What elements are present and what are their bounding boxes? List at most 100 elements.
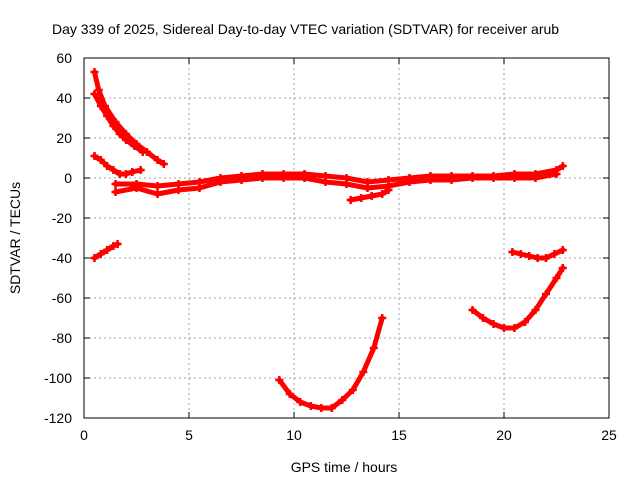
data-point	[216, 178, 225, 186]
data-point	[489, 174, 498, 182]
x-tick-label: 0	[80, 427, 88, 443]
data-point	[130, 142, 139, 150]
data-point	[468, 174, 477, 182]
series-line	[92, 69, 167, 167]
y-axis-title: SDTVAR / TECUs	[7, 182, 23, 294]
series-arc-8	[508, 246, 567, 262]
data-point	[405, 178, 414, 186]
series-arc-5	[346, 186, 393, 204]
x-axis-title: GPS time / hours	[291, 459, 398, 475]
data-point	[109, 166, 118, 174]
data-series	[90, 68, 567, 412]
series-line	[470, 265, 566, 331]
data-point	[153, 156, 162, 164]
data-point	[321, 178, 330, 186]
data-point	[90, 68, 99, 76]
data-point	[479, 314, 487, 322]
data-point	[558, 162, 567, 170]
data-point	[113, 240, 122, 248]
data-point	[122, 170, 130, 178]
data-point	[369, 344, 378, 352]
data-point	[258, 174, 267, 182]
series-arc-7	[468, 264, 567, 332]
data-point	[510, 324, 519, 332]
series-arc-3	[90, 152, 145, 178]
data-point	[103, 162, 112, 170]
data-point	[558, 264, 567, 272]
data-point	[306, 402, 315, 410]
x-tick-label: 5	[185, 427, 193, 443]
data-point	[525, 252, 534, 260]
chart-title: Day 339 of 2025, Sidereal Day-to-day VTE…	[52, 21, 559, 37]
data-point	[103, 246, 112, 254]
data-point	[342, 180, 351, 188]
data-point	[109, 122, 118, 130]
series-arc-1	[90, 68, 168, 168]
y-tick-label: 0	[64, 170, 72, 186]
data-point	[153, 182, 162, 190]
data-point	[109, 242, 118, 250]
data-point	[279, 174, 288, 182]
data-point	[447, 176, 456, 184]
data-point	[138, 148, 147, 156]
y-tick-label: -20	[52, 210, 72, 226]
data-point	[552, 170, 561, 178]
data-point	[159, 160, 168, 168]
y-tick-label: -120	[44, 410, 72, 426]
data-point	[96, 250, 105, 258]
data-point	[558, 246, 567, 254]
x-tick-label: 20	[496, 427, 512, 443]
series-arc-4	[90, 240, 122, 262]
data-point	[338, 396, 347, 404]
data-point	[384, 186, 393, 194]
data-point	[174, 186, 183, 194]
series-band-lower	[111, 170, 561, 198]
data-point	[285, 390, 294, 398]
data-point	[426, 176, 435, 184]
data-point	[542, 254, 550, 262]
data-point	[327, 404, 336, 412]
y-tick-label: -100	[44, 370, 72, 386]
data-point	[550, 250, 559, 258]
y-tick-label: 40	[56, 90, 72, 106]
x-tick-label: 15	[391, 427, 407, 443]
data-point	[552, 274, 561, 282]
data-point	[296, 398, 305, 406]
x-tick-label: 25	[601, 427, 617, 443]
data-point	[300, 174, 309, 182]
data-point	[359, 368, 368, 376]
data-point	[96, 102, 105, 110]
plot-frame	[83, 57, 610, 419]
x-tick-label: 10	[286, 427, 302, 443]
data-point	[317, 404, 326, 412]
data-point	[531, 306, 540, 314]
y-tick-label: -40	[52, 250, 72, 266]
y-tick-label: -60	[52, 290, 72, 306]
data-point	[90, 90, 99, 98]
series-arc-2	[90, 90, 147, 156]
data-point	[378, 314, 387, 322]
data-point	[363, 184, 372, 192]
data-point	[195, 184, 204, 192]
data-point	[489, 320, 498, 328]
data-point	[111, 188, 120, 196]
data-point	[90, 152, 99, 160]
data-point	[508, 248, 517, 256]
data-point	[500, 324, 508, 332]
data-point	[136, 166, 145, 174]
data-point	[468, 306, 477, 314]
y-tick-label: 20	[56, 130, 72, 146]
data-point	[122, 136, 130, 144]
data-point	[516, 250, 525, 258]
grid-lines	[84, 58, 609, 418]
data-point	[128, 168, 137, 176]
series-line	[276, 315, 385, 411]
data-point	[237, 176, 246, 184]
data-point	[103, 112, 112, 120]
series-line	[113, 171, 559, 197]
data-point	[510, 174, 519, 182]
data-point	[533, 254, 542, 262]
y-tick-label: 60	[56, 50, 72, 66]
data-point	[94, 86, 103, 94]
